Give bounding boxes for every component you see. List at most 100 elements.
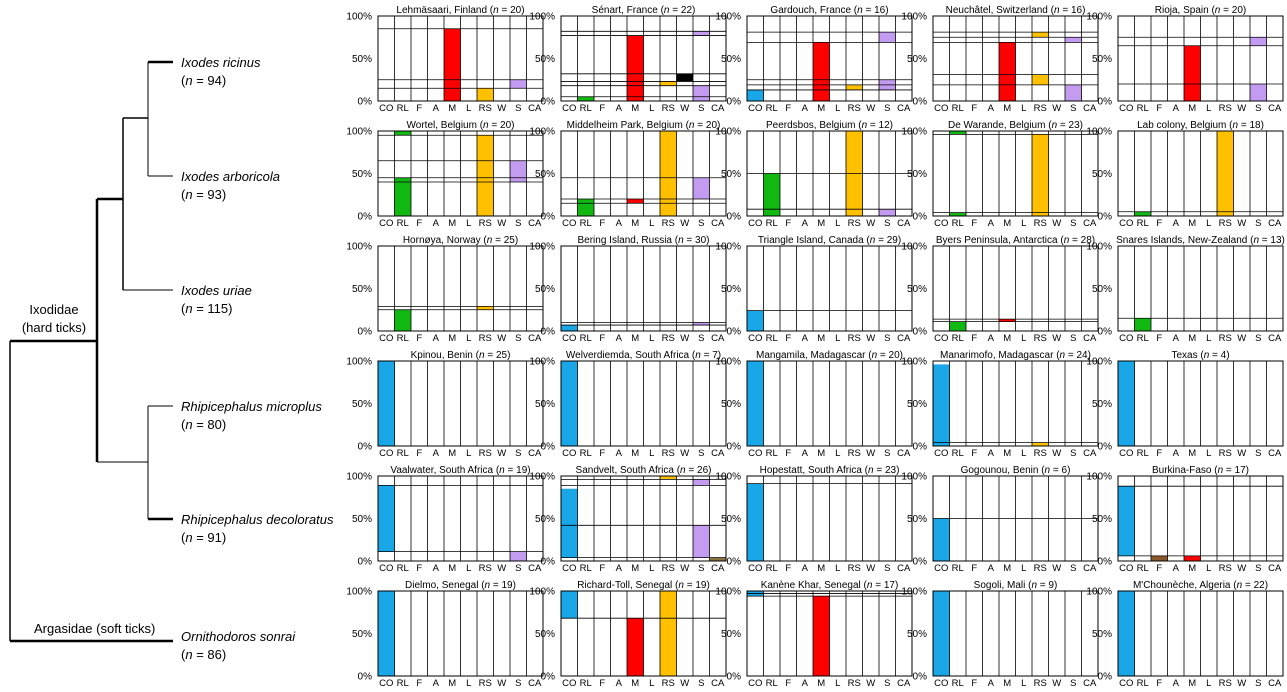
x-tick-label: CO (1119, 563, 1133, 574)
x-tick-label: CA (897, 103, 911, 114)
y-tick-label: 50% (721, 284, 741, 295)
x-tick-label: L (466, 563, 471, 574)
x-tick-label: RS (848, 333, 861, 344)
x-tick-label: CO (379, 103, 393, 114)
plot-frame (746, 590, 913, 677)
bar-rs (846, 84, 863, 90)
bar-s (510, 551, 527, 561)
x-tick-label: L (1021, 678, 1026, 687)
x-tick-label: RL (397, 448, 409, 459)
x-tick-label: W (1237, 448, 1246, 459)
y-tick-label: 50% (721, 54, 741, 65)
x-tick-label: M (631, 333, 639, 344)
chart-panel: Burkina-Faso (n = 17) 100% 50% 0% CO RL F A M L RS… (1086, 465, 1284, 574)
x-tick-label: RS (848, 563, 861, 574)
plot-frame (377, 360, 544, 447)
x-tick-label: W (680, 333, 689, 344)
x-tick-label: W (866, 218, 875, 229)
x-tick-label: M (817, 678, 825, 687)
y-tick-label: 100% (529, 587, 555, 598)
bar-rl (763, 173, 780, 216)
panel-title: Bering Island, Russia (n = 30) (577, 235, 709, 246)
bar-m (627, 199, 644, 204)
bar-co (561, 361, 578, 446)
y-tick-label: 50% (535, 169, 555, 180)
plot-frame (560, 130, 727, 217)
x-tick-label: F (599, 218, 605, 229)
x-tick-label: CA (1083, 333, 1097, 344)
y-tick-label: 0% (358, 212, 373, 223)
x-tick-label: RL (397, 103, 409, 114)
y-tick-label: 100% (529, 242, 555, 253)
x-tick-label: L (835, 333, 840, 344)
bar-rl (394, 309, 411, 331)
x-tick-label: F (971, 218, 977, 229)
panel-title: Kanène Khar, Senegal (n = 17) (761, 580, 899, 591)
x-tick-label: RL (580, 448, 592, 459)
x-tick-label: M (631, 448, 639, 459)
y-tick-label: 0% (913, 442, 928, 453)
x-tick-label: F (971, 563, 977, 574)
x-tick-label: S (884, 103, 890, 114)
x-tick-label: L (649, 333, 654, 344)
plot-frame (1117, 475, 1284, 562)
x-tick-label: F (1156, 333, 1162, 344)
x-tick-label: M (817, 448, 825, 459)
x-tick-label: CA (897, 333, 911, 344)
x-tick-label: M (1003, 218, 1011, 229)
bar-m (1184, 555, 1201, 561)
x-tick-label: L (835, 218, 840, 229)
plot-frame (746, 130, 913, 217)
x-tick-label: F (599, 563, 605, 574)
x-tick-label: RS (1219, 678, 1232, 687)
x-tick-label: M (448, 103, 456, 114)
x-tick-label: CO (379, 563, 393, 574)
x-tick-label: CA (711, 448, 725, 459)
x-tick-label: CA (711, 563, 725, 574)
bar-rs (1032, 32, 1049, 38)
x-tick-label: CO (934, 103, 948, 114)
x-tick-label: W (866, 563, 875, 574)
y-tick-label: 0% (727, 212, 742, 223)
x-tick-label: L (466, 678, 471, 687)
x-tick-label: A (433, 103, 440, 114)
x-tick-label: W (497, 333, 506, 344)
panel-title: Burkina-Faso (n = 17) (1152, 465, 1249, 476)
x-tick-label: CA (528, 103, 542, 114)
x-tick-label: A (802, 563, 809, 574)
family-label-argasidae: Argasidae (soft ticks) (34, 621, 155, 636)
chart-panel: Peerdsbos, Belgium (n = 12) 100% 50% 0% CO RL… (715, 120, 913, 229)
x-tick-label: W (680, 678, 689, 687)
chart-panel: Snares Islands, New-Zealand (n = 13) 100%… (1086, 235, 1284, 344)
bar-co (561, 325, 578, 331)
plot-frame (377, 15, 544, 102)
x-tick-label: CA (1268, 218, 1282, 229)
panel-title: Lehmäsaari, Finland (n = 20) (396, 5, 524, 16)
y-tick-label: 50% (535, 399, 555, 410)
x-tick-label: CO (1119, 448, 1133, 459)
x-tick-label: RS (848, 448, 861, 459)
x-tick-label: S (515, 563, 521, 574)
panel-title: Lab colony, Belgium (n = 18) (1137, 120, 1264, 131)
x-tick-label: S (1070, 448, 1076, 459)
x-tick-label: M (1003, 103, 1011, 114)
chart-panel: Bering Island, Russia (n = 30)100%50%0%C… (529, 235, 727, 344)
chart-panel: Manarimofo, Madagascar (n = 24) 100% 50% 0%… (901, 350, 1099, 459)
x-tick-label: S (1070, 678, 1076, 687)
chart-panel: Rioja, Spain (n = 20) 100% 50% 0% CO RL F A M L RS… (1086, 5, 1284, 114)
x-tick-label: RL (766, 678, 778, 687)
y-tick-label: 100% (901, 472, 927, 483)
y-tick-label: 100% (901, 242, 927, 253)
x-tick-label: M (1003, 563, 1011, 574)
y-tick-label: 50% (721, 169, 741, 180)
x-tick-label: S (1070, 333, 1076, 344)
panel-title: Mangamila, Madagascar (n = 20) (756, 350, 903, 361)
y-tick-label: 100% (715, 12, 741, 23)
x-tick-label: RL (952, 678, 964, 687)
y-tick-label: 0% (727, 672, 742, 683)
x-tick-label: CA (528, 678, 542, 687)
x-tick-label: RS (848, 218, 861, 229)
y-tick-label: 0% (1098, 557, 1113, 568)
bar-m (813, 42, 830, 101)
